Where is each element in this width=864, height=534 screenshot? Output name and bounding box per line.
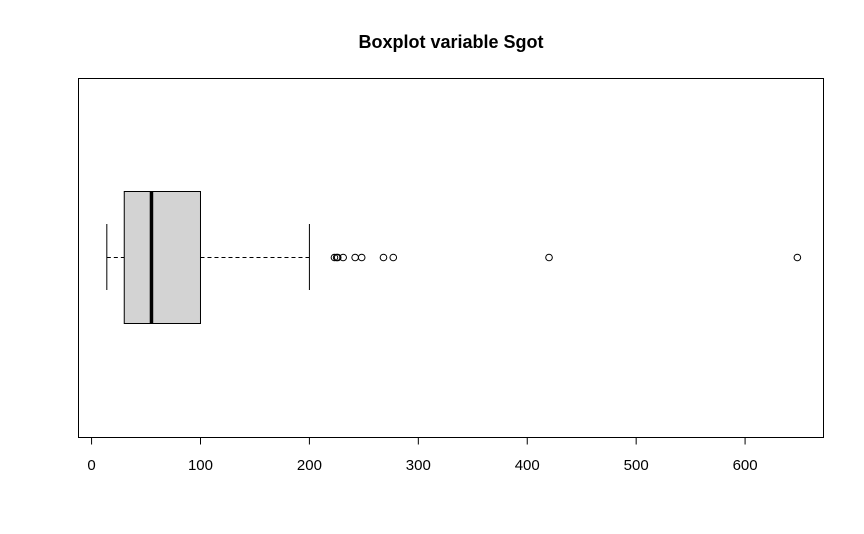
outlier-point xyxy=(339,253,347,262)
outlier-point xyxy=(793,253,802,262)
x-tick-label: 400 xyxy=(515,457,540,474)
iqr-box xyxy=(123,191,201,324)
outlier-point xyxy=(333,253,342,262)
x-tick-label: 100 xyxy=(188,457,213,474)
x-axis: 0 100 200 300 400 500 600 xyxy=(87,437,758,474)
outlier-point xyxy=(357,253,366,262)
outlier-point xyxy=(389,253,398,262)
outlier-point xyxy=(330,253,339,262)
box-plot xyxy=(106,191,310,324)
x-tick-label: 300 xyxy=(406,457,431,474)
outlier-point xyxy=(379,253,388,262)
x-tick-label: 500 xyxy=(624,457,649,474)
outlier-points xyxy=(330,253,802,262)
outlier-point xyxy=(351,253,359,262)
outlier-point xyxy=(545,253,553,262)
x-tick-label: 0 xyxy=(87,457,95,474)
x-tick-label: 200 xyxy=(297,457,322,474)
chart-title: Boxplot variable Sgot xyxy=(358,32,543,52)
x-tick-label: 600 xyxy=(733,457,758,474)
